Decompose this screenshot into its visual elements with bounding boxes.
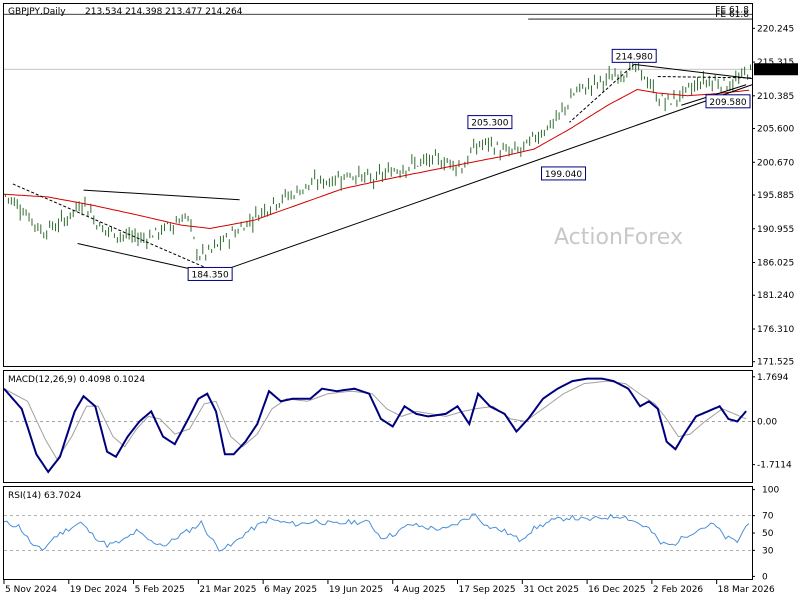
- rsi-tick-label: 0: [762, 572, 768, 582]
- rsi-tick-label: 70: [762, 512, 774, 522]
- trend-line: [634, 63, 753, 80]
- rsi-panel-frame: [3, 486, 753, 580]
- rsi-line: [3, 513, 750, 552]
- rsi-panel: [3, 513, 752, 552]
- price-annotation-box: [467, 115, 513, 130]
- y-tick-label: 205.600: [757, 125, 794, 135]
- watermark: ActionForex: [554, 225, 683, 250]
- x-tick-label: 31 Oct 2025: [523, 585, 579, 595]
- price-annotation: 184.350: [192, 270, 229, 280]
- rsi-title: RSI(14) 63.7024: [8, 491, 81, 501]
- fe-label: FE 61.8: [715, 10, 749, 20]
- y-tick-label: 220.245: [757, 24, 794, 34]
- price-annotation-box: [541, 166, 587, 181]
- macd-line: [3, 377, 747, 474]
- macd-title: MACD(12,26,9) 0.4098 0.1024: [8, 375, 145, 385]
- trend-line: [212, 84, 753, 275]
- price-annotation: 214.980: [616, 52, 653, 62]
- fe-label: FE 61.8: [715, 5, 749, 15]
- chart-header-symbol: GBPJPY,Daily: [8, 7, 66, 17]
- y-tick-label: 215.315: [757, 58, 794, 68]
- y-tick-label: 181.240: [757, 291, 794, 301]
- trend-line: [12, 183, 214, 272]
- rsi-tick-label: 30: [762, 546, 774, 556]
- price-annotation-box: [187, 266, 233, 281]
- axes: 220.245 215.315 210.385 205.600 200.670 195.8…: [3, 24, 798, 595]
- price-annotation-box: [705, 94, 751, 109]
- y-tick-label: 171.525: [757, 358, 794, 368]
- trend-line: [83, 189, 240, 201]
- price-annotation-box: [611, 48, 657, 63]
- price-annotation: 199.040: [545, 170, 582, 180]
- macd-tick-label: 1.7694: [757, 373, 789, 383]
- main-panel-frame: [3, 3, 753, 367]
- y-tick-label: 186.025: [757, 258, 794, 268]
- y-tick-label: 176.310: [757, 325, 794, 335]
- y-tick-label: 210.385: [757, 92, 794, 102]
- rsi-tick-label: 50: [762, 529, 774, 539]
- macd-tick-label: -1.7114: [757, 461, 792, 471]
- macd-panel-frame: [3, 370, 753, 483]
- x-tick-label: 21 Mar 2025: [199, 585, 256, 595]
- rsi-tick-label: 100: [762, 486, 779, 496]
- chart-header-ohlc: 213.534 214.398 213.477 214.264: [85, 7, 243, 17]
- trend-line: [569, 63, 635, 123]
- y-tick-label: 200.670: [757, 158, 794, 168]
- y-tick-label: 190.955: [757, 225, 794, 235]
- x-tick-label: 18 Mar 2026: [718, 585, 775, 595]
- x-tick-label: 6 May 2025: [264, 585, 317, 595]
- x-tick-label: 19 Dec 2024: [70, 585, 128, 595]
- x-tick-label: 19 Jun 2025: [329, 585, 383, 595]
- price-annotation: 205.300: [471, 119, 508, 129]
- price-badge-bg: [754, 63, 798, 76]
- x-tick-label: 2 Feb 2026: [653, 585, 704, 595]
- macd-tick-label: 0.00: [757, 417, 777, 427]
- macd-signal-line: [3, 380, 747, 461]
- y-tick-label: 195.885: [757, 191, 794, 201]
- price-badge: 214.264: [757, 65, 794, 75]
- x-tick-label: 5 Nov 2024: [5, 585, 57, 595]
- x-tick-label: 5 Feb 2025: [135, 585, 185, 595]
- price-annotation: 209.580: [709, 98, 746, 108]
- macd-panel: [3, 377, 752, 474]
- moving-average-line: [3, 88, 750, 230]
- x-tick-label: 4 Aug 2025: [394, 585, 446, 595]
- x-tick-label: 17 Sep 2025: [459, 585, 516, 595]
- price-panel: FE 61.8FE 61.8 214.980 205.300 199.040 209.5…: [3, 5, 753, 281]
- trend-line: [657, 76, 753, 79]
- x-tick-label: 16 Dec 2025: [588, 585, 646, 595]
